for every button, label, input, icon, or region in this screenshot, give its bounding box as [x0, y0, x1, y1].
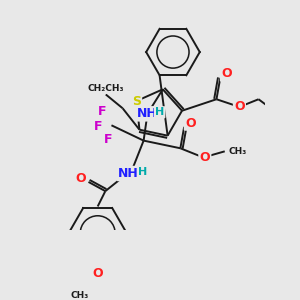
Text: F: F [93, 120, 102, 133]
Text: H: H [138, 167, 148, 177]
Text: O: O [234, 100, 245, 113]
Text: S: S [132, 94, 141, 107]
Text: F: F [98, 105, 106, 118]
Text: CH₃: CH₃ [71, 291, 89, 300]
Text: NH: NH [118, 167, 139, 180]
Text: O: O [76, 172, 86, 184]
Text: NH: NH [137, 107, 158, 120]
Text: H: H [155, 107, 164, 117]
Text: O: O [92, 267, 103, 280]
Text: CH₂CH₃: CH₂CH₃ [88, 84, 124, 93]
Text: CH₃: CH₃ [229, 147, 247, 156]
Text: F: F [103, 133, 112, 146]
Text: O: O [185, 116, 196, 130]
Text: O: O [200, 151, 210, 164]
Text: O: O [221, 68, 232, 80]
